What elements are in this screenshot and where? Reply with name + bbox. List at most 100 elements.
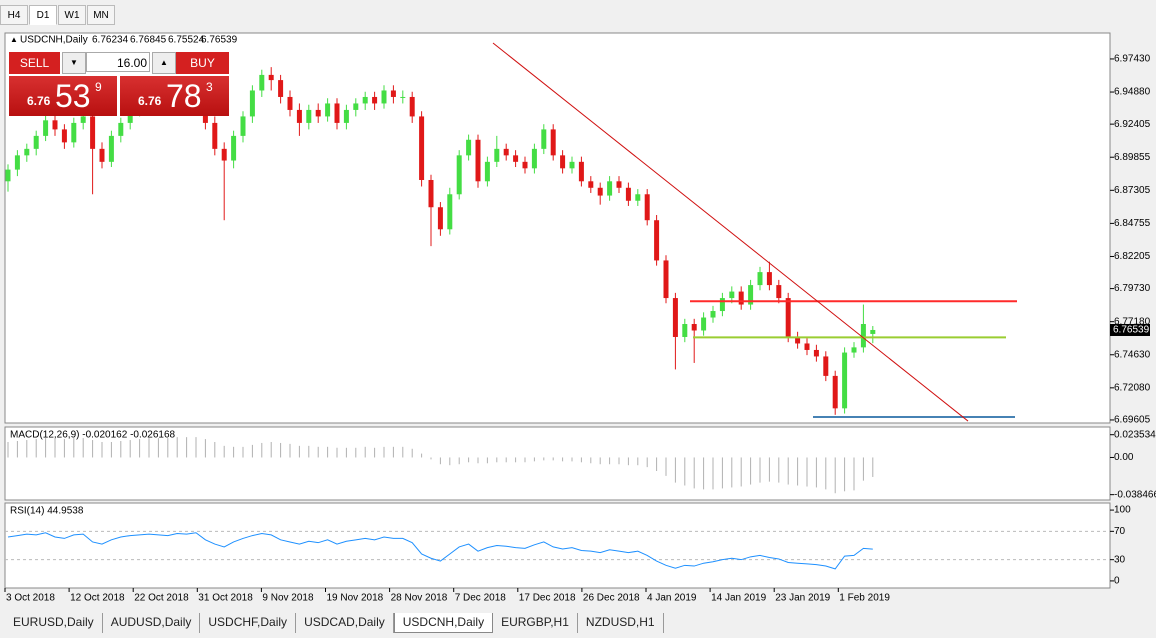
low: 6.75524 <box>168 35 205 46</box>
candle-body <box>456 155 462 195</box>
candle-body <box>212 122 218 149</box>
x-tick-label: 17 Dec 2018 <box>519 593 576 604</box>
timeframe-tab[interactable]: D1 <box>29 5 57 25</box>
sell-button[interactable]: SELL <box>9 52 60 74</box>
candle-body <box>738 291 744 305</box>
candle-body <box>278 80 284 97</box>
ask-price[interactable]: 6.76 78 3 <box>120 76 229 116</box>
candle-body <box>240 116 246 136</box>
y-tick-label: 0 <box>1114 576 1120 587</box>
x-tick-label: 31 Oct 2018 <box>198 593 253 604</box>
x-tick-label: 26 Dec 2018 <box>583 593 640 604</box>
chart-tabs: EURUSD,Daily AUDUSD,Daily USDCHF,Daily USDC… <box>5 613 664 633</box>
candle-body <box>343 109 349 123</box>
candle-body <box>127 109 133 123</box>
x-tick-label: 14 Jan 2019 <box>711 593 766 604</box>
candle-body <box>296 109 302 123</box>
chart-tab[interactable]: EURUSD,Daily <box>5 613 103 633</box>
candle-body <box>625 187 631 201</box>
candle-body <box>249 90 255 117</box>
candle-body <box>334 103 340 123</box>
candle-body <box>428 179 434 208</box>
candle-body <box>550 129 556 156</box>
candle-body <box>672 298 678 337</box>
candle-body <box>663 260 669 299</box>
volume-up[interactable]: ▲ <box>152 52 176 74</box>
ask-pips: 78 <box>166 78 202 114</box>
candle-body <box>588 181 594 188</box>
candle-body <box>578 161 584 182</box>
candle-body <box>569 161 575 169</box>
candle-body <box>221 148 227 161</box>
buy-button[interactable]: BUY <box>176 52 229 74</box>
candle-body <box>108 135 114 162</box>
trend-line <box>492 42 969 422</box>
candle-body <box>541 129 547 149</box>
candle-body <box>757 272 763 286</box>
candle-body <box>484 161 490 182</box>
chart-tab[interactable]: USDCAD,Daily <box>296 613 394 633</box>
bid-price[interactable]: 6.76 53 9 <box>9 76 117 116</box>
candle-body <box>419 116 425 180</box>
candle-body <box>118 122 124 136</box>
candle-body <box>635 194 641 201</box>
volume-down[interactable]: ▼ <box>62 52 86 74</box>
chart-tab[interactable]: USDCHF,Daily <box>200 613 297 633</box>
candle-body <box>24 148 30 156</box>
candle-body <box>287 96 293 110</box>
chart-tab[interactable]: NZDUSD,H1 <box>578 613 664 633</box>
candle-body <box>494 148 500 162</box>
candle-body <box>306 109 312 123</box>
chart-tab[interactable]: AUDUSD,Daily <box>103 613 201 633</box>
current-price-box <box>1110 323 1150 336</box>
candle-body <box>14 155 20 170</box>
candle-body <box>842 352 848 409</box>
candle-body <box>522 161 528 169</box>
timeframe-tab[interactable]: H4 <box>0 5 28 25</box>
open: 6.76234 <box>92 35 129 46</box>
candle-body <box>719 298 725 312</box>
x-tick-label: 7 Dec 2018 <box>455 593 507 604</box>
candle-body <box>43 120 49 136</box>
y-tick-label: 6.92405 <box>1114 119 1151 130</box>
candle-body <box>870 329 876 334</box>
y-tick-label: 6.77180 <box>1114 316 1151 327</box>
candle-body <box>682 324 688 337</box>
candle-body <box>785 298 791 337</box>
candle-body <box>372 96 378 104</box>
candle-body <box>531 148 537 169</box>
candle-body <box>654 220 660 261</box>
timeframe-tab[interactable]: W1 <box>58 5 86 25</box>
rsi-line <box>7 532 873 570</box>
volume-input[interactable]: 16.00 <box>86 52 150 72</box>
rsi-panel <box>4 502 1111 589</box>
candle-body <box>860 324 866 348</box>
y-tick-label: 100 <box>1114 505 1131 516</box>
candle-body <box>61 129 67 143</box>
candle-body <box>616 181 622 188</box>
timeframe-tab[interactable]: MN <box>87 5 115 25</box>
candle-body <box>691 324 697 331</box>
y-tick-label: 6.69605 <box>1114 415 1151 426</box>
candle-body <box>560 155 566 169</box>
one-click-trading: SELL ▼ 16.00 ▲ BUY 6.76 53 9 6.76 78 3 <box>9 52 229 116</box>
symbol-arrow: ▲ <box>10 35 18 44</box>
chart-tab[interactable]: USDCNH,Daily <box>393 613 494 633</box>
candle-body <box>466 139 472 156</box>
chart-tab[interactable]: EURGBP,H1 <box>493 613 578 633</box>
macd-label: MACD(12,26,9) -0.020162 -0.026168 <box>10 430 176 441</box>
candle-body <box>795 336 801 344</box>
ask-fraction: 3 <box>206 80 213 94</box>
candle-body <box>513 155 519 162</box>
candle-body <box>447 194 453 230</box>
candle-body <box>832 375 838 409</box>
candle-body <box>99 148 105 162</box>
candle-body <box>33 135 39 149</box>
x-tick-label: 3 Oct 2018 <box>6 593 55 604</box>
candle-body <box>851 347 857 353</box>
candle-body <box>776 285 782 299</box>
y-tick-label: 6.79730 <box>1114 283 1151 294</box>
candle-body <box>607 181 613 196</box>
rsi-label: RSI(14) 44.9538 <box>10 506 84 517</box>
